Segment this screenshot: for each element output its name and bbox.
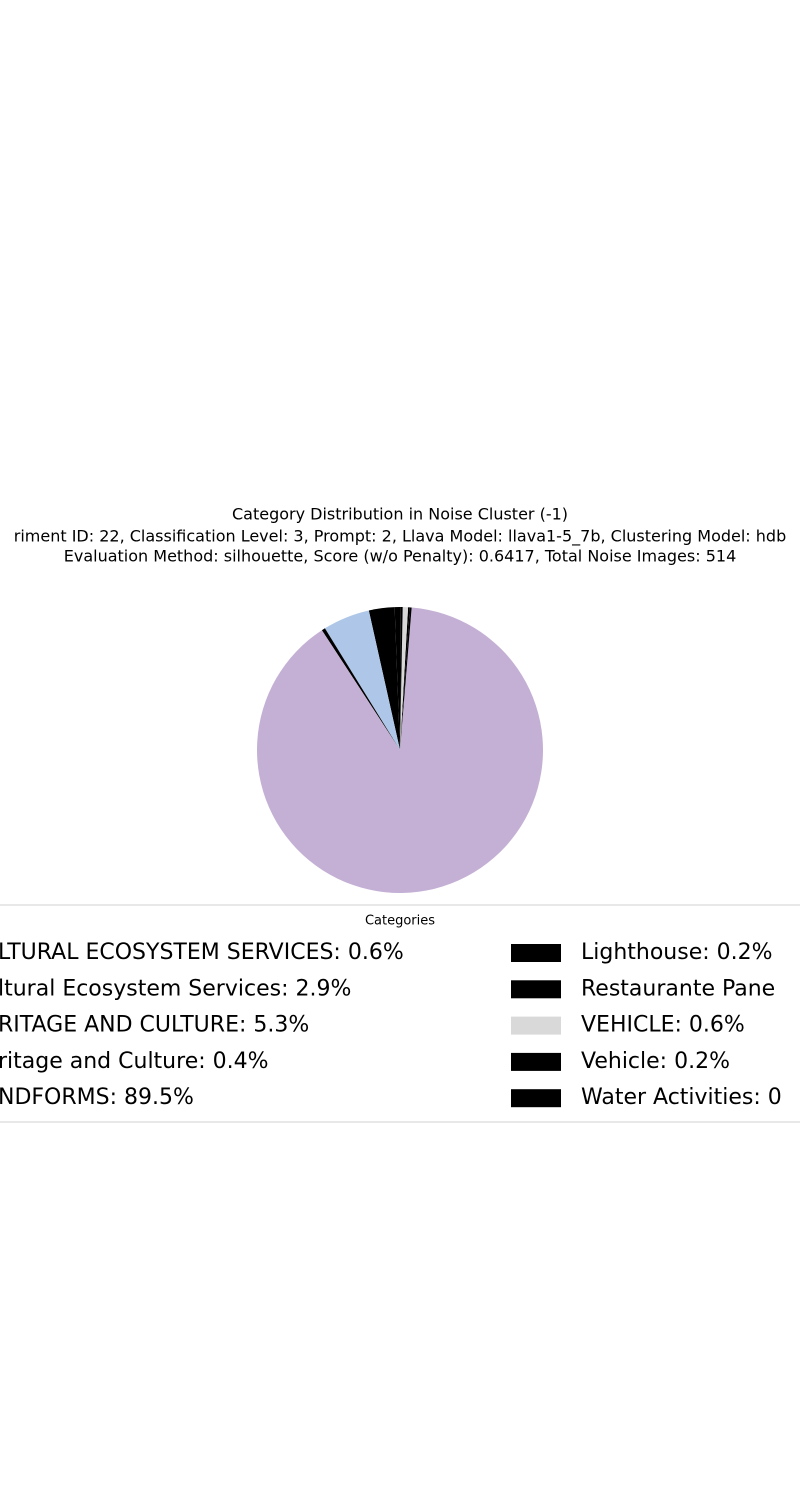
chart-subtitle: riment ID: 22, Classification Level: 3, … (14, 527, 786, 547)
pie-slice (400, 607, 412, 750)
chart-subtitle: Evaluation Method: silhouette, Score (w/… (64, 547, 737, 566)
legend-label: Vehicle: 0.2% (581, 1049, 730, 1074)
pie-slice (368, 607, 400, 750)
legend-swatch (511, 1089, 561, 1108)
pie-slice (400, 607, 410, 750)
legend-swatch (511, 944, 561, 962)
chart-title: Category Distribution in Noise Cluster (… (232, 505, 568, 524)
pie-slice (324, 610, 400, 750)
legend-label: Lighthouse: 0.2% (581, 940, 773, 965)
legend-title: Categories (365, 914, 435, 929)
legend-label: ritage and Culture: 0.4% (0, 1049, 269, 1074)
legend-label: LTURAL ECOSYSTEM SERVICES: 0.6% (0, 940, 404, 965)
pie-slice (257, 607, 544, 894)
pie-slice (400, 607, 403, 750)
pie-slice (321, 628, 400, 750)
pie-slice (400, 607, 401, 750)
legend-swatch (511, 1016, 561, 1035)
legend-label: RITAGE AND CULTURE: 5.3% (0, 1013, 309, 1038)
legend-label: VEHICLE: 0.6% (581, 1013, 745, 1038)
legend-label: Restaurante Pane (581, 976, 775, 1001)
legend-label: ltural Ecosystem Services: 2.9% (0, 976, 351, 1001)
legend-swatch (511, 1052, 561, 1071)
pie-slice (400, 607, 409, 750)
pie-slice (394, 607, 400, 750)
legend-label: Water Activities: 0 (581, 1085, 782, 1110)
legend-label: NDFORMS: 89.5% (0, 1085, 194, 1110)
legend-swatch (511, 980, 561, 999)
